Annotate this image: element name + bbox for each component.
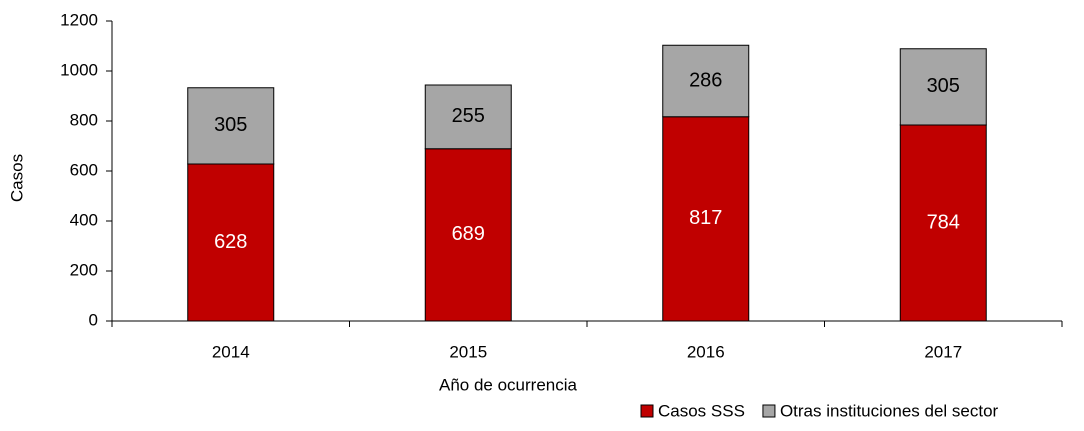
data-label: 628 — [214, 231, 247, 253]
x-tick-label: 2017 — [924, 342, 962, 361]
bar-segment — [187, 163, 275, 322]
bar-segment — [662, 116, 750, 322]
bar-segment — [662, 44, 750, 118]
bar-segment — [424, 148, 512, 322]
x-tick-label: 2016 — [687, 342, 725, 361]
data-label: 305 — [214, 114, 247, 136]
legend-swatch — [762, 404, 776, 418]
y-tick-label: 600 — [70, 160, 98, 179]
x-axis-label: Año de ocurrencia — [439, 375, 578, 394]
data-label: 689 — [452, 223, 485, 245]
bar-segment — [187, 87, 275, 165]
x-tick-label: 2014 — [212, 342, 250, 361]
y-tick-label: 1000 — [60, 60, 98, 79]
legend-label: Otras instituciones del sector — [780, 401, 999, 420]
y-tick-label: 200 — [70, 260, 98, 279]
y-tick-label: 0 — [89, 310, 98, 329]
data-label: 305 — [927, 75, 960, 97]
y-tick-label: 800 — [70, 110, 98, 129]
x-tick-label: 2015 — [449, 342, 487, 361]
bar-segment — [899, 48, 987, 126]
legend-swatch — [640, 404, 654, 418]
legend-label: Casos SSS — [658, 401, 745, 420]
y-axis-label: Casos — [7, 154, 26, 202]
y-tick-label: 1200 — [60, 10, 98, 29]
bar-segment — [899, 124, 987, 322]
data-label: 286 — [689, 69, 722, 91]
bar-segment — [424, 84, 512, 150]
y-tick-label: 400 — [70, 210, 98, 229]
data-label: 817 — [689, 207, 722, 229]
data-label: 255 — [452, 105, 485, 127]
data-label: 784 — [927, 211, 960, 233]
